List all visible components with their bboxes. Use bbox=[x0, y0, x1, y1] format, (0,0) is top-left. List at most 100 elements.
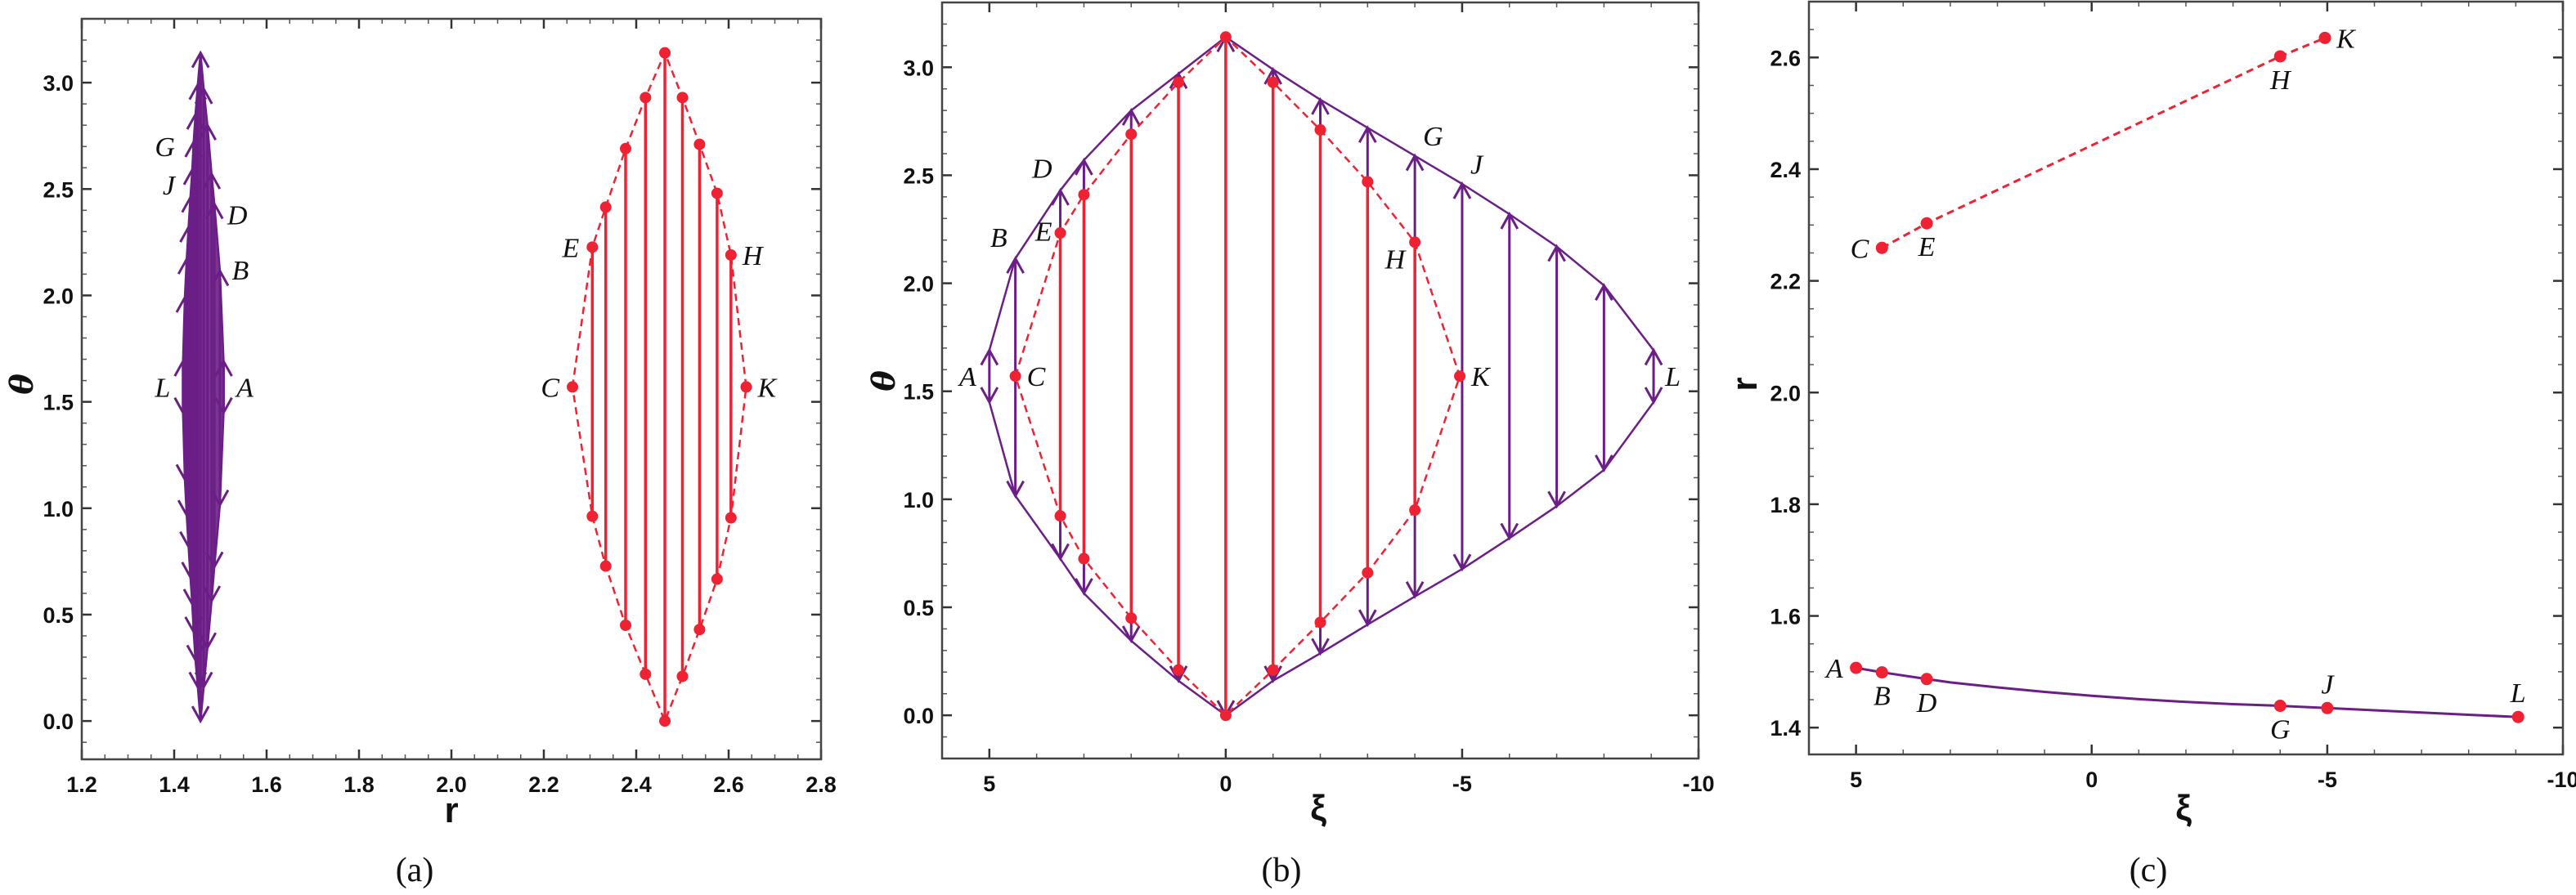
red-point bbox=[1362, 176, 1374, 188]
arrowhead-up-icon bbox=[1405, 153, 1425, 172]
point-label-A: A bbox=[958, 362, 976, 392]
point-label-B: B bbox=[990, 223, 1008, 253]
red-point bbox=[1267, 664, 1279, 676]
arrowhead-down-icon bbox=[1644, 387, 1663, 405]
arrowhead-down-icon bbox=[214, 396, 233, 415]
y-axis-label-b: θ bbox=[865, 370, 902, 392]
point-label-G: G bbox=[1423, 122, 1443, 152]
y-tick-label: 2.0 bbox=[43, 284, 74, 308]
purple-arrow bbox=[204, 201, 224, 570]
arrowhead-down-icon bbox=[1405, 581, 1425, 599]
arrowhead-up-icon bbox=[1006, 256, 1025, 274]
arrowhead-up-icon bbox=[175, 294, 195, 313]
y-tick-label: 2.5 bbox=[43, 177, 74, 202]
arrowhead-up-icon bbox=[1358, 125, 1377, 144]
arrowhead-down-icon bbox=[1075, 578, 1093, 596]
red-point bbox=[659, 47, 671, 59]
point-label-K: K bbox=[1470, 362, 1492, 392]
plot-frame bbox=[80, 17, 823, 761]
x-tick-label: -10 bbox=[2547, 767, 2576, 792]
y-tick-label: 1.4 bbox=[1770, 716, 1801, 741]
point-label-D: D bbox=[227, 201, 248, 231]
arrowhead-up-icon bbox=[181, 195, 200, 213]
x-tick-label: -5 bbox=[2318, 767, 2337, 792]
red-point bbox=[1054, 226, 1066, 239]
red-point bbox=[1409, 236, 1421, 248]
red-point bbox=[711, 187, 723, 199]
arrowhead-down-icon bbox=[1311, 638, 1330, 656]
caption-c: (c) bbox=[2129, 852, 2168, 889]
x-tick-label: 0 bbox=[1219, 772, 1232, 796]
point-label-E: E bbox=[1034, 217, 1052, 247]
point-label-A: A bbox=[1824, 654, 1843, 684]
data-point-L bbox=[2511, 710, 2524, 723]
y-tick-label: 2.2 bbox=[1770, 270, 1801, 294]
purple-arrow bbox=[173, 359, 193, 415]
arrowhead-down-icon bbox=[1121, 625, 1141, 644]
purple-arrow bbox=[181, 195, 200, 580]
point-label-K: K bbox=[2336, 24, 2357, 54]
arrowhead-up-icon bbox=[204, 201, 224, 220]
point-label-H: H bbox=[2269, 65, 2292, 96]
arrowhead-up-icon bbox=[1311, 96, 1330, 115]
point-label-J: J bbox=[2321, 669, 2335, 700]
arrowhead-down-icon bbox=[179, 530, 198, 549]
y-tick-label: 3.0 bbox=[903, 56, 934, 80]
point-label-A: A bbox=[235, 373, 254, 403]
arrowhead-up-icon bbox=[177, 257, 196, 275]
point-label-E: E bbox=[562, 233, 580, 263]
red-point bbox=[640, 668, 652, 680]
purple-arrow bbox=[980, 347, 999, 405]
point-label-G: G bbox=[155, 132, 175, 163]
arrowhead-up-icon bbox=[188, 82, 208, 101]
red-point bbox=[586, 241, 599, 253]
arrowhead-up-icon bbox=[214, 359, 233, 377]
point-label-E: E bbox=[1918, 232, 1936, 262]
point-label-D: D bbox=[1031, 154, 1052, 185]
point-label-H: H bbox=[742, 241, 765, 271]
point-label-C: C bbox=[1851, 234, 1869, 264]
arrowhead-up-icon bbox=[1500, 211, 1519, 230]
arrowhead-down-icon bbox=[202, 585, 222, 604]
arrowhead-down-icon bbox=[1595, 454, 1613, 473]
arrowhead-down-icon bbox=[184, 616, 204, 634]
red-point bbox=[740, 381, 752, 393]
x-tick-label: 1.6 bbox=[251, 772, 282, 797]
arrowhead-down-icon bbox=[186, 644, 205, 663]
point-label-J: J bbox=[163, 171, 177, 201]
red-point bbox=[1314, 616, 1326, 629]
red-point bbox=[1362, 566, 1374, 579]
arrowhead-down-icon bbox=[177, 499, 196, 518]
plot-frame bbox=[940, 1, 1700, 760]
red-point bbox=[1054, 510, 1066, 522]
purple-arrow bbox=[214, 359, 233, 415]
x-tick-label: 2.2 bbox=[528, 772, 559, 797]
arrowhead-up-icon bbox=[1595, 283, 1613, 301]
purple-series-line bbox=[1856, 666, 2519, 718]
red-point bbox=[1009, 370, 1021, 383]
arrowhead-up-icon bbox=[184, 139, 204, 158]
point-label-K: K bbox=[756, 373, 778, 403]
arrowhead-up-icon bbox=[198, 123, 217, 141]
point-label-L: L bbox=[2510, 678, 2526, 709]
x-axis-label-c: ξ bbox=[2175, 788, 2192, 828]
red-dashed-envelope bbox=[1014, 35, 1461, 717]
data-point-B bbox=[1875, 666, 1888, 679]
y-tick-label: 0.5 bbox=[43, 603, 74, 628]
data-point-E bbox=[1920, 217, 1933, 230]
arrowhead-down-icon bbox=[204, 551, 224, 570]
red-point bbox=[599, 560, 612, 572]
x-tick-label: 2.4 bbox=[621, 772, 652, 797]
red-point bbox=[1078, 189, 1090, 201]
y-tick-label: 2.0 bbox=[903, 272, 934, 297]
x-axis-label-b: ξ bbox=[1310, 788, 1326, 828]
red-point bbox=[1173, 664, 1185, 676]
purple-arrow bbox=[191, 50, 210, 724]
point-label-C: C bbox=[541, 373, 559, 403]
red-point bbox=[676, 92, 689, 104]
data-point-C bbox=[1875, 241, 1888, 254]
red-point bbox=[1267, 76, 1279, 88]
arrowhead-down-icon bbox=[1358, 609, 1377, 628]
arrowhead-up-icon bbox=[1121, 108, 1141, 126]
